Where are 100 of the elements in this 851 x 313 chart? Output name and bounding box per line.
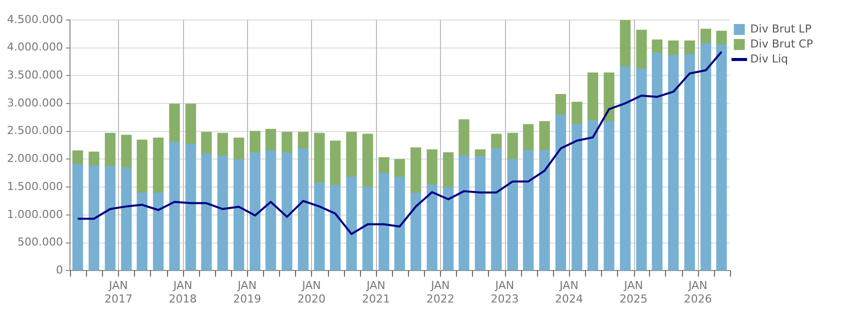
bar bbox=[410, 147, 422, 194]
bar bbox=[539, 121, 550, 151]
bar bbox=[442, 186, 454, 270]
bar bbox=[298, 148, 309, 270]
bar bbox=[604, 72, 614, 122]
bar bbox=[588, 120, 598, 270]
bar bbox=[684, 54, 695, 270]
bar bbox=[716, 30, 727, 45]
x-tick-label: JAN 2021 bbox=[362, 279, 390, 306]
bar bbox=[507, 159, 518, 270]
bar bbox=[265, 128, 276, 151]
bar bbox=[572, 124, 582, 270]
y-tick-label: 1.500.000 bbox=[7, 180, 63, 193]
bar bbox=[217, 132, 228, 156]
bar bbox=[169, 104, 180, 142]
bar bbox=[136, 192, 148, 270]
bar bbox=[72, 150, 84, 165]
bar bbox=[152, 138, 164, 194]
bar bbox=[555, 94, 566, 115]
x-tick-label: JAN 2018 bbox=[168, 279, 197, 306]
bar bbox=[522, 124, 534, 151]
bar bbox=[250, 152, 260, 270]
bar bbox=[394, 176, 405, 270]
bar bbox=[362, 186, 374, 270]
bar bbox=[636, 68, 647, 270]
legend-label: Div Brut LP bbox=[750, 22, 812, 36]
bar bbox=[588, 72, 598, 121]
bar bbox=[265, 150, 276, 270]
bar bbox=[555, 114, 566, 270]
bar bbox=[410, 192, 422, 270]
bar bbox=[539, 150, 550, 270]
bar bbox=[282, 152, 292, 270]
y-tick-label: 500.000 bbox=[17, 236, 63, 249]
bar bbox=[250, 130, 260, 153]
x-tick-label: JAN 2024 bbox=[555, 279, 584, 306]
bar bbox=[458, 155, 470, 270]
bar bbox=[169, 142, 180, 270]
bar bbox=[298, 132, 309, 150]
bar bbox=[604, 121, 614, 270]
bar bbox=[234, 159, 244, 270]
bar bbox=[121, 168, 132, 270]
bar bbox=[88, 152, 100, 166]
bar bbox=[426, 184, 438, 270]
bar bbox=[346, 132, 357, 178]
bar bbox=[88, 165, 100, 270]
bar bbox=[185, 144, 196, 270]
bar bbox=[330, 185, 341, 270]
legend-label: Div Brut CP bbox=[750, 37, 814, 50]
bar bbox=[201, 132, 212, 154]
bar bbox=[522, 150, 534, 270]
bar bbox=[442, 152, 454, 188]
bar bbox=[620, 20, 631, 68]
y-tick-label: 4.500.000 bbox=[7, 12, 63, 26]
bar bbox=[217, 155, 228, 270]
bar bbox=[136, 140, 148, 194]
bar bbox=[700, 28, 712, 44]
bar bbox=[378, 157, 390, 174]
x-tick-label: JAN 2022 bbox=[426, 279, 454, 306]
x-tick-label: JAN 2023 bbox=[490, 279, 519, 306]
bar bbox=[362, 134, 374, 188]
y-tick-label: 3.000.000 bbox=[7, 96, 63, 110]
x-tick-label: JAN 2020 bbox=[297, 279, 326, 306]
bar bbox=[572, 102, 582, 125]
bar bbox=[668, 40, 679, 56]
bar bbox=[314, 132, 325, 184]
y-tick-label: 0 bbox=[56, 263, 63, 276]
bar bbox=[314, 182, 325, 270]
bar bbox=[491, 134, 502, 149]
bar bbox=[507, 132, 518, 160]
x-tick-label: JAN 2019 bbox=[233, 279, 262, 306]
x-tick-label: JAN 2017 bbox=[104, 279, 132, 306]
legend-label: Div Liq bbox=[750, 52, 788, 66]
bar bbox=[104, 166, 116, 270]
y-tick-label: 2.000.000 bbox=[7, 152, 63, 166]
bar bbox=[185, 104, 196, 145]
bar bbox=[72, 164, 84, 270]
y-tick-label: 4.000.000 bbox=[7, 40, 63, 54]
bar bbox=[282, 132, 292, 153]
bar bbox=[234, 138, 244, 160]
bar bbox=[620, 66, 631, 270]
bar bbox=[636, 30, 647, 69]
bar bbox=[700, 43, 712, 270]
bar bbox=[201, 154, 212, 270]
bar bbox=[346, 176, 357, 270]
bar bbox=[378, 172, 390, 270]
x-tick-label: JAN 2025 bbox=[620, 279, 648, 306]
bar bbox=[104, 132, 116, 167]
bar bbox=[426, 149, 438, 186]
bar bbox=[652, 39, 663, 54]
y-tick-label: 1.000.000 bbox=[7, 208, 63, 221]
x-tick-label: JAN 2026 bbox=[684, 279, 712, 306]
bar bbox=[668, 54, 679, 270]
bar bbox=[330, 140, 341, 186]
y-tick-label: 3.500.000 bbox=[7, 68, 63, 82]
y-tick-label: 2.500.000 bbox=[7, 124, 63, 138]
bar bbox=[491, 148, 502, 270]
bar bbox=[458, 119, 470, 156]
bar bbox=[684, 40, 695, 55]
bar bbox=[652, 52, 663, 270]
bar bbox=[474, 156, 486, 270]
